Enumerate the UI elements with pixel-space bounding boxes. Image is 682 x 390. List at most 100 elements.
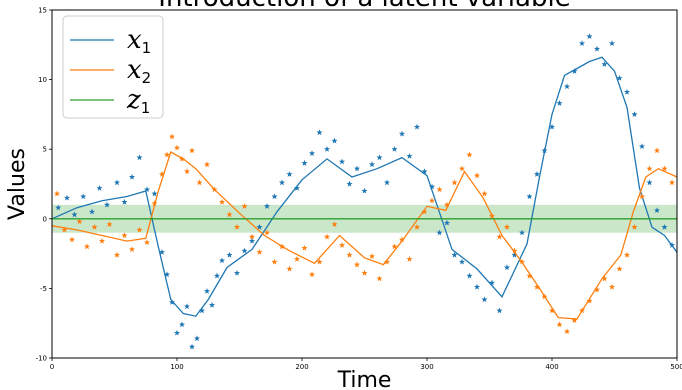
point-x1-58 (466, 272, 473, 279)
y-tick-label: 5 (43, 146, 47, 154)
y-tick-label: 0 (43, 215, 47, 223)
y-axis-title: Values (5, 148, 30, 220)
point-x2-82 (653, 147, 661, 154)
point-x1-39 (323, 146, 331, 152)
point-x1-10 (136, 154, 143, 161)
point-x1-23 (208, 301, 216, 308)
point-x2-27 (241, 203, 248, 209)
x-tick-label: 300 (420, 363, 433, 371)
point-x1-73 (578, 40, 586, 46)
point-x1-7 (113, 179, 121, 186)
point-x2-74 (593, 286, 601, 293)
point-x2-20 (188, 147, 196, 154)
point-x1-79 (623, 88, 631, 95)
point-x1-0 (55, 204, 62, 211)
point-x1-67 (533, 171, 541, 177)
point-x1-64 (511, 251, 518, 258)
point-x1-3 (80, 193, 87, 200)
point-x2-83 (661, 165, 668, 172)
point-x2-1 (61, 226, 68, 233)
point-x2-31 (271, 258, 278, 265)
point-x2-28 (248, 233, 256, 240)
point-x1-60 (481, 296, 488, 303)
point-x1-51 (413, 123, 421, 130)
legend-label-subscript: 1 (142, 39, 152, 57)
point-x2-57 (466, 151, 473, 158)
point-x1-24 (213, 272, 221, 279)
point-x2-84 (668, 179, 676, 186)
point-x2-12 (143, 239, 151, 246)
point-x2-3 (76, 218, 83, 225)
legend-label-subscript: 1 (141, 99, 151, 117)
point-x2-58 (473, 172, 481, 179)
point-x2-17 (173, 144, 181, 151)
point-x2-48 (398, 236, 406, 243)
point-x1-5 (96, 184, 103, 191)
point-x2-33 (286, 265, 293, 272)
point-x1-18 (183, 303, 191, 310)
point-x1-13 (158, 249, 166, 255)
point-x2-10 (128, 246, 136, 253)
ticks-layer: 0 100 200 300 400 500 -10 -5 0 5 10 15 (36, 7, 682, 372)
point-x2-78 (623, 251, 631, 258)
point-x1-28 (241, 247, 248, 254)
point-x2-76 (608, 283, 616, 290)
point-x1-52 (421, 168, 428, 175)
chart-title: Introduction of a latent variable (158, 0, 570, 13)
point-x2-70 (563, 328, 571, 335)
point-x1-32 (271, 193, 278, 200)
point-x1-31 (263, 203, 271, 209)
point-x1-41 (338, 158, 346, 165)
point-x1-34 (286, 171, 293, 177)
point-x1-83 (653, 207, 661, 214)
plot-frame (51, 9, 678, 359)
point-x1-40 (331, 137, 338, 144)
point-x2-29 (256, 249, 263, 255)
point-x2-38 (323, 233, 331, 240)
point-x1-11 (143, 186, 151, 193)
point-x2-65 (526, 272, 533, 279)
legend-item-z1: z1 (70, 85, 150, 117)
point-x2-2 (68, 236, 76, 243)
point-x1-36 (301, 159, 308, 166)
point-x1-33 (278, 179, 286, 186)
point-x2-44 (368, 253, 376, 259)
point-x1-20 (193, 335, 201, 342)
x-tick-label: 200 (295, 363, 308, 371)
point-x2-9 (121, 232, 128, 239)
series-x1-line (51, 56, 678, 317)
point-x2-22 (203, 161, 211, 168)
point-x1-81 (638, 143, 646, 149)
point-x1-57 (458, 258, 466, 265)
point-x1-29 (248, 237, 256, 244)
point-x1-70 (556, 100, 563, 106)
point-x1-45 (368, 161, 376, 168)
point-x1-59 (473, 283, 481, 290)
point-x2-66 (533, 283, 541, 290)
point-x1-47 (383, 179, 391, 186)
point-x2-50 (413, 223, 421, 230)
point-x2-80 (638, 193, 646, 200)
legend-label-z1: z1 (126, 85, 150, 117)
point-x2-75 (601, 275, 608, 282)
point-x1-84 (661, 223, 668, 230)
point-x1-75 (593, 45, 601, 52)
point-x2-7 (106, 221, 113, 227)
y-tick-label: -10 (36, 355, 47, 363)
legend-label-base: z (126, 85, 141, 115)
point-x2-41 (346, 251, 353, 258)
legend-box (62, 15, 164, 119)
point-x2-61 (496, 233, 503, 240)
point-x2-42 (353, 261, 361, 268)
point-x2-56 (458, 165, 466, 172)
point-x1-12 (151, 190, 158, 197)
point-x2-14 (158, 171, 166, 177)
point-x1-80 (631, 111, 638, 117)
point-x2-73 (586, 297, 593, 304)
point-x2-55 (451, 179, 458, 186)
y-tick-label: 15 (38, 7, 47, 15)
point-x1-1 (63, 194, 71, 201)
